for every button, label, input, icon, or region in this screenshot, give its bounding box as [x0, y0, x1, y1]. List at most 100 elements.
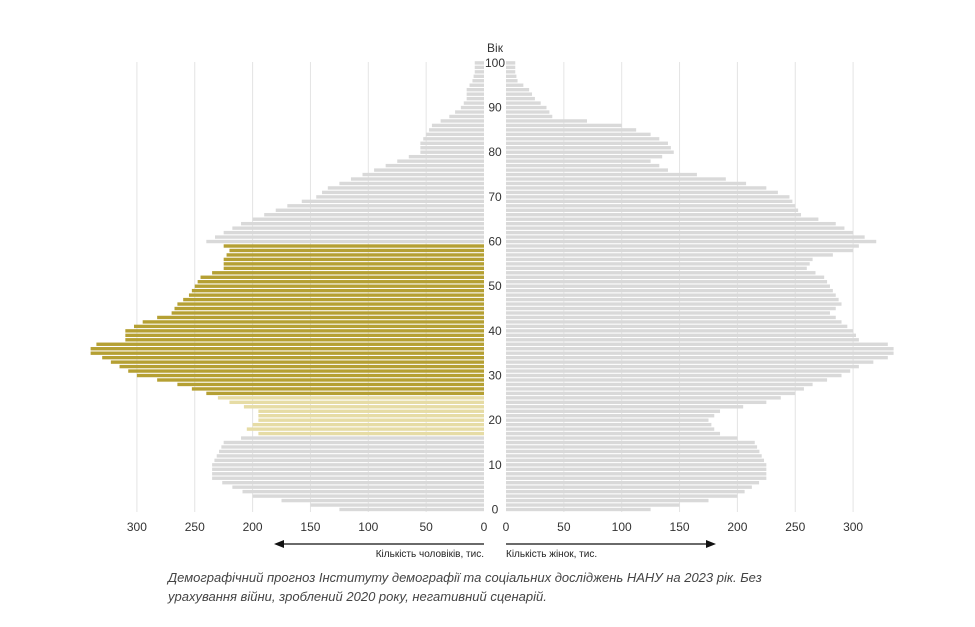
male-bar-age-79	[408, 154, 484, 159]
male-bar-age-23	[243, 405, 484, 409]
female-bar-age-34	[506, 355, 888, 360]
male-bar-age-46	[177, 302, 484, 306]
male-bar-age-92	[466, 96, 484, 101]
female-bar-age-72	[506, 186, 767, 190]
female-bar-age-78	[506, 159, 651, 163]
female-bar-age-16	[506, 436, 738, 440]
female-bar-age-54	[506, 266, 807, 271]
female-bar-age-4	[506, 489, 745, 494]
male-bar-age-93	[466, 92, 484, 96]
female-bar-age-0	[506, 507, 651, 512]
male-bar-age-95	[469, 83, 484, 87]
age-tick-label: 40	[488, 324, 502, 338]
male-bar-age-62	[223, 230, 485, 235]
female-bar-age-30	[506, 373, 842, 378]
age-tick-label: 30	[488, 369, 502, 383]
female-bar-age-13	[506, 449, 760, 454]
male-bar-age-52	[200, 275, 484, 279]
male-bar-age-17	[258, 431, 484, 436]
female-x-tick-label: 200	[727, 520, 747, 534]
male-bar-age-86	[431, 123, 484, 128]
male-bar-age-38	[125, 338, 484, 342]
female-bar-age-88	[506, 114, 553, 119]
male-x-tick-label: 0	[481, 520, 488, 534]
male-bar-age-68	[287, 204, 484, 208]
age-tick-label: 80	[488, 145, 502, 159]
male-bar-age-81	[420, 146, 484, 150]
male-bar-age-90	[460, 105, 484, 110]
female-bar-age-19	[506, 422, 712, 427]
female-bar-age-73	[506, 181, 747, 186]
female-bar-age-59	[506, 244, 859, 248]
male-bar-age-64	[241, 221, 484, 226]
age-tick-label: 70	[488, 190, 502, 204]
female-bar-age-44	[506, 311, 830, 315]
male-bar-age-0	[339, 507, 484, 512]
female-bar-age-43	[506, 315, 836, 320]
female-bar-age-46	[506, 302, 842, 306]
male-bar-age-12	[216, 454, 484, 458]
age-tick-label: 20	[488, 413, 502, 427]
female-bar-age-21	[506, 414, 715, 418]
female-bar-age-40	[506, 329, 854, 333]
female-bar-age-65	[506, 217, 819, 221]
age-tick-label: 100	[485, 56, 505, 70]
female-bar-age-39	[506, 333, 856, 338]
female-x-tick-label: 250	[785, 520, 805, 534]
male-bar-age-4	[242, 489, 484, 494]
female-bar-age-90	[506, 105, 547, 110]
male-bar-age-2	[281, 498, 484, 503]
male-bar-age-97	[473, 74, 484, 78]
female-bar-age-69	[506, 199, 793, 204]
male-bar-age-77	[385, 163, 484, 168]
female-bar-age-20	[506, 418, 709, 422]
male-bar-age-31	[128, 369, 484, 373]
male-bar-age-13	[219, 449, 484, 454]
female-bar-age-83	[506, 137, 660, 141]
male-axis-arrowhead	[274, 540, 284, 548]
female-bar-age-48	[506, 293, 836, 297]
male-bar-age-15	[223, 440, 485, 445]
male-bar-age-82	[420, 141, 484, 145]
female-bar-age-62	[506, 230, 854, 235]
female-bar-age-87	[506, 119, 587, 123]
age-axis-label: Вік	[487, 41, 504, 55]
male-bar-age-96	[472, 79, 484, 83]
female-bar-age-31	[506, 369, 851, 373]
female-bar-age-75	[506, 172, 697, 177]
male-bar-age-59	[223, 244, 485, 248]
male-x-tick-label: 250	[185, 520, 205, 534]
male-bar-age-57	[226, 253, 484, 257]
female-bar-age-71	[506, 190, 778, 195]
male-x-tick-label: 100	[358, 520, 378, 534]
female-bar-age-7	[506, 476, 767, 480]
female-bar-age-82	[506, 141, 668, 145]
male-bar-age-74	[350, 177, 484, 181]
female-bar-age-76	[506, 168, 668, 172]
female-bar-age-50	[506, 284, 830, 288]
male-bar-age-19	[252, 422, 484, 427]
male-bar-age-99	[474, 65, 484, 70]
male-bar-age-22	[258, 409, 484, 413]
male-bar-age-85	[429, 128, 484, 132]
male-bar-age-72	[327, 186, 484, 190]
female-bar-age-26	[506, 391, 796, 396]
male-bar-age-87	[440, 119, 484, 123]
male-bar-age-42	[142, 320, 484, 324]
female-bar-age-11	[506, 458, 765, 463]
age-tick-label: 90	[488, 101, 502, 115]
age-tick-label: 50	[488, 279, 502, 293]
male-bar-age-40	[125, 329, 484, 333]
male-bar-age-11	[214, 458, 484, 463]
male-bar-age-98	[474, 70, 484, 74]
male-bar-age-44	[171, 311, 485, 315]
female-bar-age-63	[506, 226, 845, 230]
population-pyramid-chart: Вік 0 10 20 30 40 50 60 70 80 90 100 300 250 200 150 1…	[90, 41, 894, 560]
male-bar-age-60	[206, 239, 484, 244]
male-bar-age-47	[183, 297, 484, 302]
female-bar-age-68	[506, 204, 796, 208]
female-bar-age-66	[506, 213, 802, 217]
female-population-bars	[506, 61, 894, 512]
male-bar-age-7	[212, 476, 485, 480]
male-bar-age-80	[420, 150, 484, 154]
